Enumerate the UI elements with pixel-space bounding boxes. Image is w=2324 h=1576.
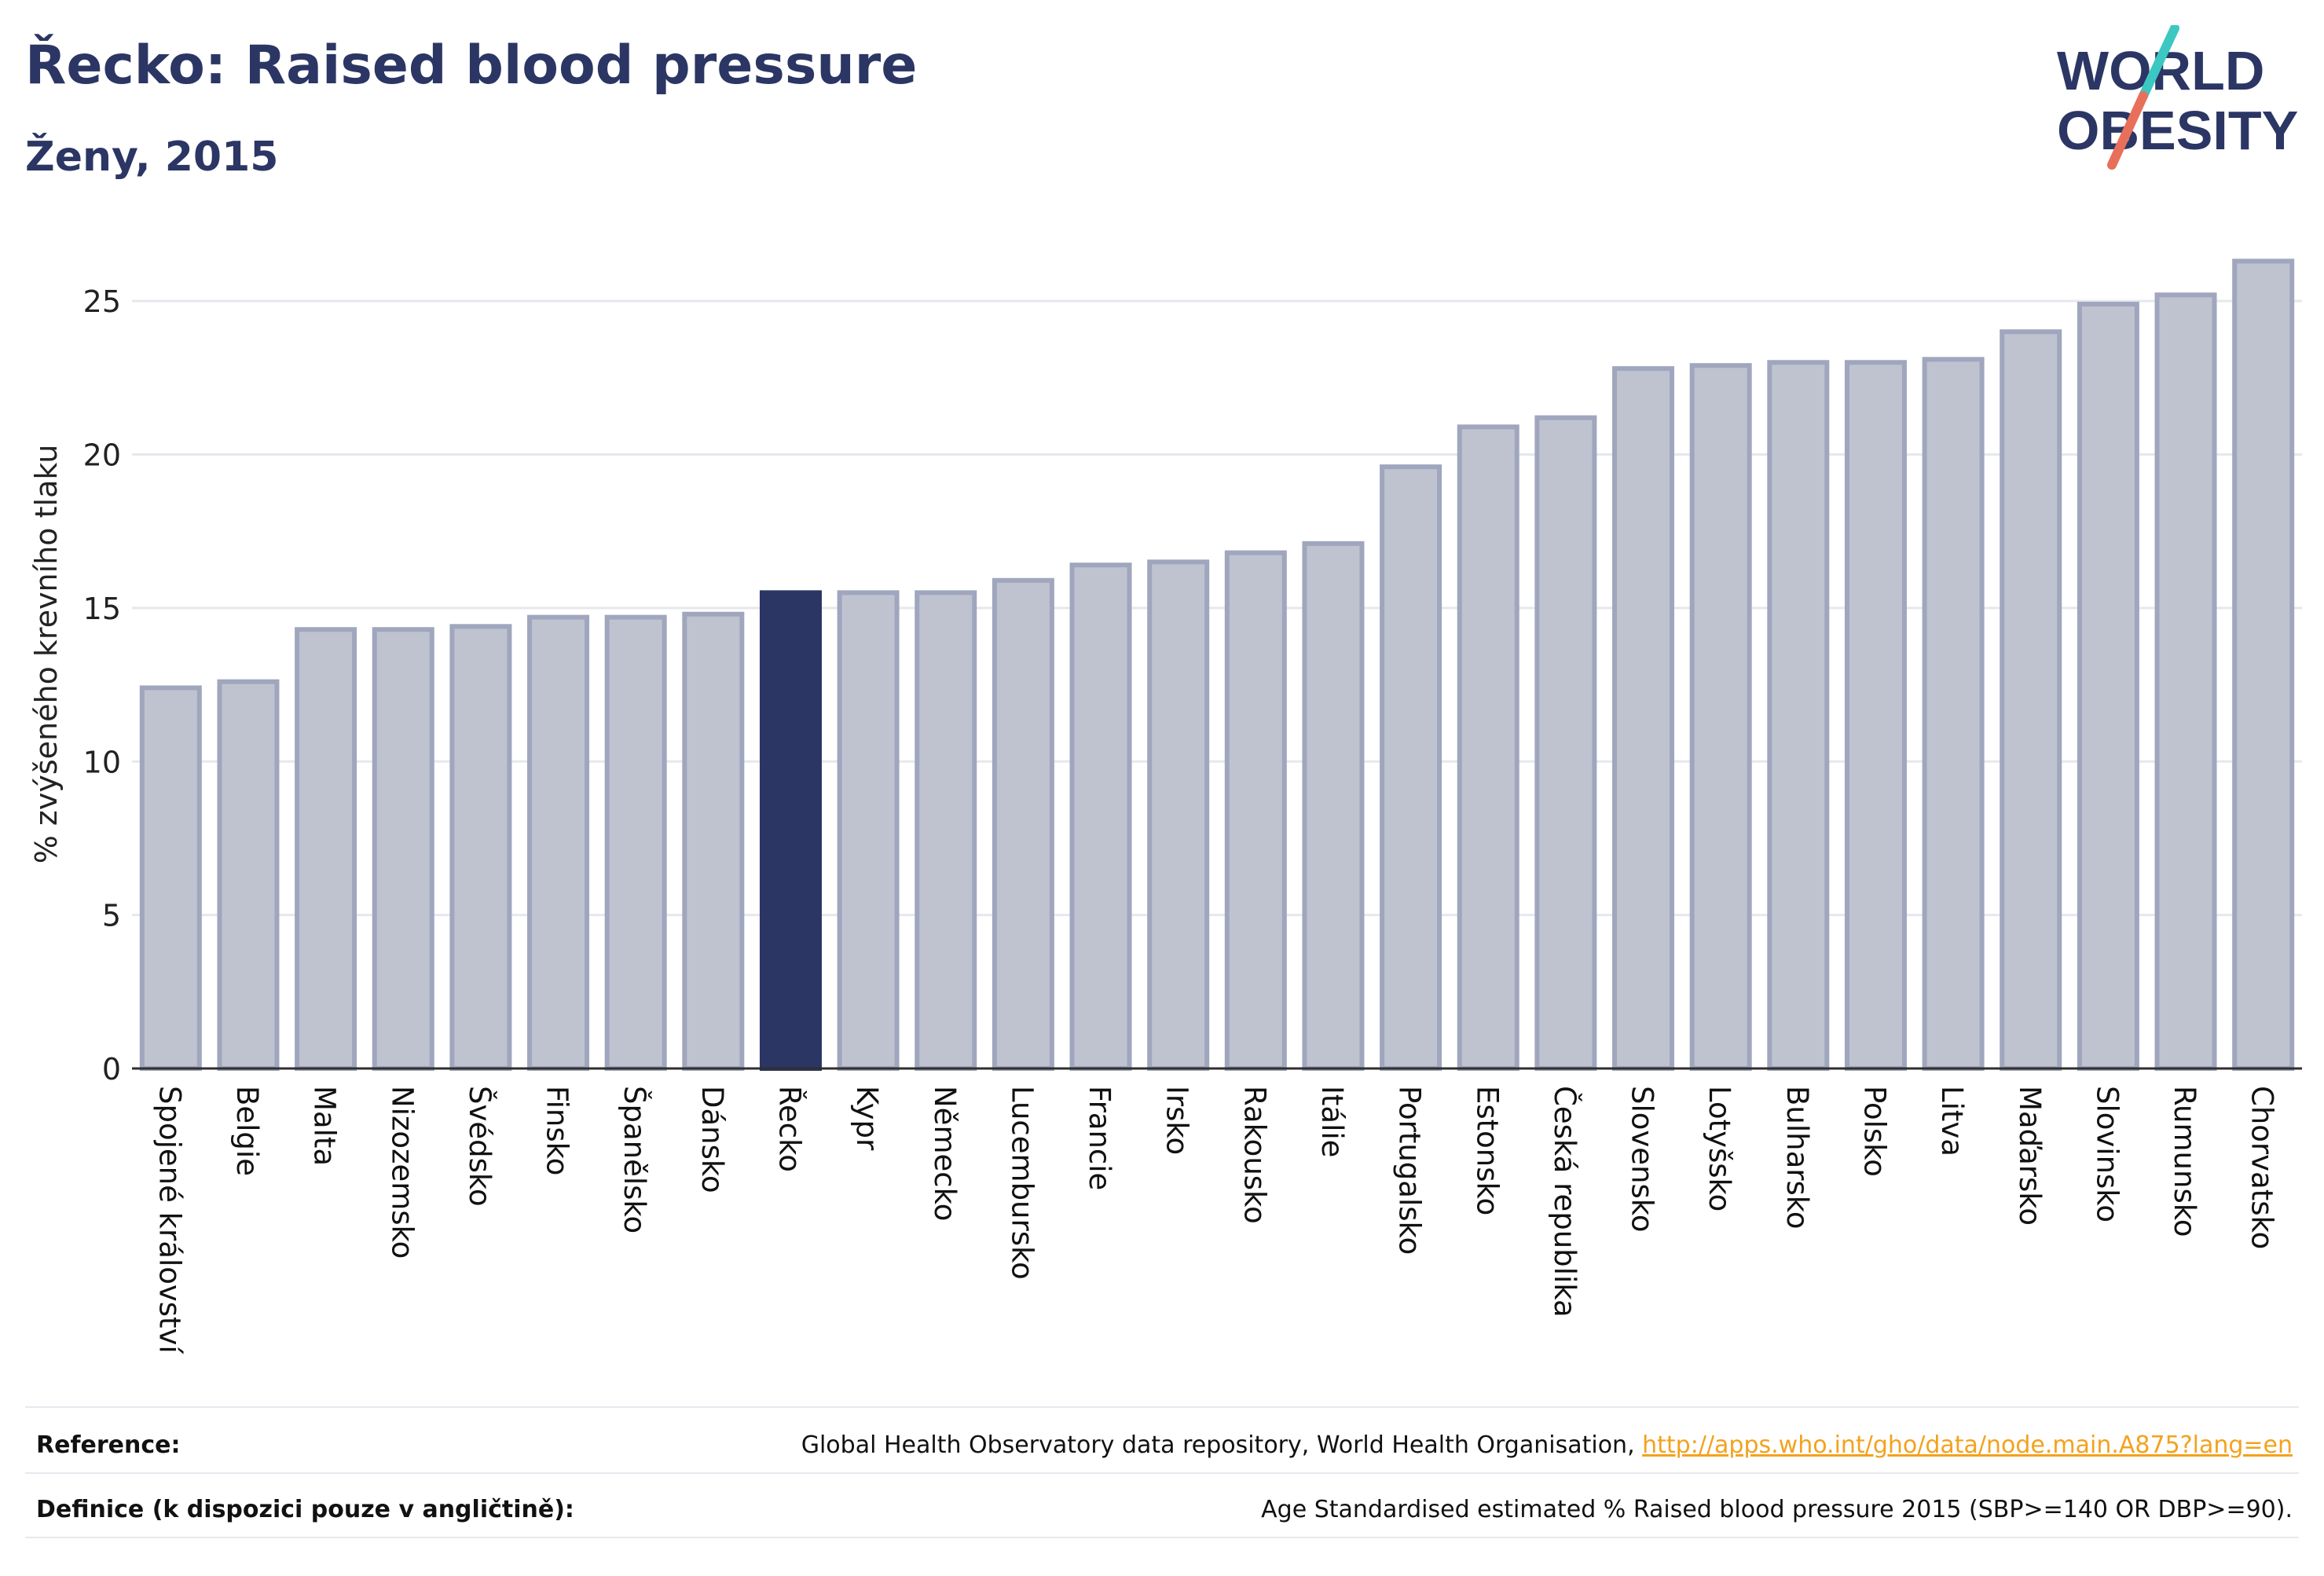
footer-divider-middle	[25, 1472, 2299, 1474]
y-tick-label-5: 25	[83, 284, 121, 319]
bar-1	[217, 679, 280, 1072]
bar-9	[837, 590, 900, 1071]
y-tick-label-0: 0	[102, 1052, 121, 1087]
y-tick-label-1: 5	[102, 899, 121, 933]
bar-4	[449, 624, 512, 1071]
x-tick-label-18: Česká republika	[1548, 1086, 1582, 1318]
y-axis-label: % zvýšeného krevního tlaku	[29, 445, 64, 864]
x-tick-label-26: Rumunsko	[2168, 1086, 2201, 1237]
bar-27	[2232, 258, 2295, 1072]
x-tick-label-21: Bulharsko	[1780, 1086, 1814, 1229]
bar-chart: 0 5 10 15 20 25 Spojené království Belgie Malta N…	[29, 258, 2302, 1354]
x-tick-label-14: Rakousko	[1237, 1086, 1271, 1224]
x-tick-label-7: Dánsko	[695, 1086, 729, 1193]
x-tick-label-8: Řecko	[772, 1086, 807, 1172]
x-tick-label-6: Španělsko	[618, 1086, 652, 1233]
bar-10	[915, 590, 977, 1071]
x-tick-label-11: Lucembursko	[1005, 1086, 1039, 1280]
x-tick-label-1: Belgie	[230, 1086, 264, 1176]
y-tick-label-4: 20	[83, 438, 121, 473]
logo-line2: OBESITY	[2057, 100, 2298, 161]
reference-text: Global Health Observatory data repositor…	[801, 1431, 1643, 1459]
bar-8	[759, 590, 822, 1071]
bar-19	[1612, 366, 1675, 1072]
definition-label: Definice (k dispozici pouze v angličtině…	[36, 1496, 574, 1523]
x-tick-label-12: Francie	[1083, 1086, 1116, 1190]
bar-0	[139, 685, 202, 1072]
x-tick-label-10: Německo	[928, 1086, 962, 1221]
bar-7	[682, 611, 745, 1071]
bar-6	[604, 614, 667, 1071]
x-tick-label-19: Slovensko	[1626, 1086, 1659, 1233]
footer-divider-bottom	[25, 1537, 2299, 1538]
x-tick-label-16: Portugalsko	[1393, 1086, 1427, 1255]
x-tick-label-25: Slovinsko	[2090, 1086, 2124, 1222]
x-tick-label-9: Kypr	[850, 1086, 884, 1151]
bar-23	[1922, 357, 1985, 1071]
bar-11	[992, 577, 1054, 1071]
bar-2	[295, 627, 357, 1071]
reference-link[interactable]: http://apps.who.int/gho/data/node.main.A…	[1642, 1431, 2293, 1459]
x-tick-label-27: Chorvatsko	[2245, 1086, 2279, 1249]
bar-14	[1224, 550, 1287, 1071]
x-tick-label-15: Itálie	[1315, 1086, 1349, 1157]
x-tick-label-20: Lotyšsko	[1703, 1086, 1736, 1211]
definition-value: Age Standardised estimated % Raised bloo…	[1261, 1496, 2293, 1523]
bar-5	[527, 614, 590, 1071]
x-tick-label-22: Polsko	[1857, 1086, 1891, 1177]
x-tick-label-17: Estonsko	[1470, 1086, 1504, 1215]
bar-21	[1767, 360, 1830, 1071]
logo-slash-teal	[2139, 25, 2179, 101]
world-obesity-logo: WORLD OBESITY	[2057, 25, 2298, 170]
x-tick-label-23: Litva	[1935, 1086, 1969, 1156]
y-tick-label-2: 10	[83, 745, 121, 779]
bar-16	[1380, 464, 1442, 1071]
bar-24	[2000, 329, 2062, 1071]
bar-26	[2154, 292, 2217, 1072]
reference-value: Global Health Observatory data repositor…	[801, 1431, 2293, 1459]
x-tick-label-4: Švédsko	[463, 1086, 497, 1207]
x-tick-label-0: Spojené království	[152, 1086, 186, 1354]
bar-15	[1302, 541, 1365, 1071]
bar-22	[1844, 360, 1907, 1071]
axis-layer: 0 5 10 15 20 25 Spojené království Belgie Malta N…	[83, 284, 2302, 1354]
bar-20	[1689, 363, 1752, 1072]
logo-slash-coral	[2107, 91, 2148, 170]
x-tick-label-13: Irsko	[1160, 1086, 1194, 1155]
chart-title: Řecko: Raised blood pressure	[25, 35, 918, 97]
reference-label: Reference:	[36, 1431, 181, 1459]
bar-25	[2077, 302, 2139, 1071]
bar-17	[1457, 424, 1519, 1071]
bar-18	[1534, 415, 1597, 1071]
x-tick-label-3: Nizozemsko	[385, 1086, 419, 1259]
bar-12	[1069, 563, 1132, 1071]
x-tick-label-5: Finsko	[541, 1086, 574, 1175]
footer-divider-top	[25, 1406, 2299, 1408]
bars-layer	[139, 258, 2295, 1072]
bar-3	[372, 627, 434, 1071]
x-tick-label-2: Malta	[308, 1086, 342, 1166]
chart-subtitle: Ženy, 2015	[25, 134, 279, 181]
bar-13	[1147, 559, 1210, 1071]
x-tick-label-24: Maďarsko	[2013, 1086, 2047, 1226]
y-tick-label-3: 15	[83, 592, 121, 626]
